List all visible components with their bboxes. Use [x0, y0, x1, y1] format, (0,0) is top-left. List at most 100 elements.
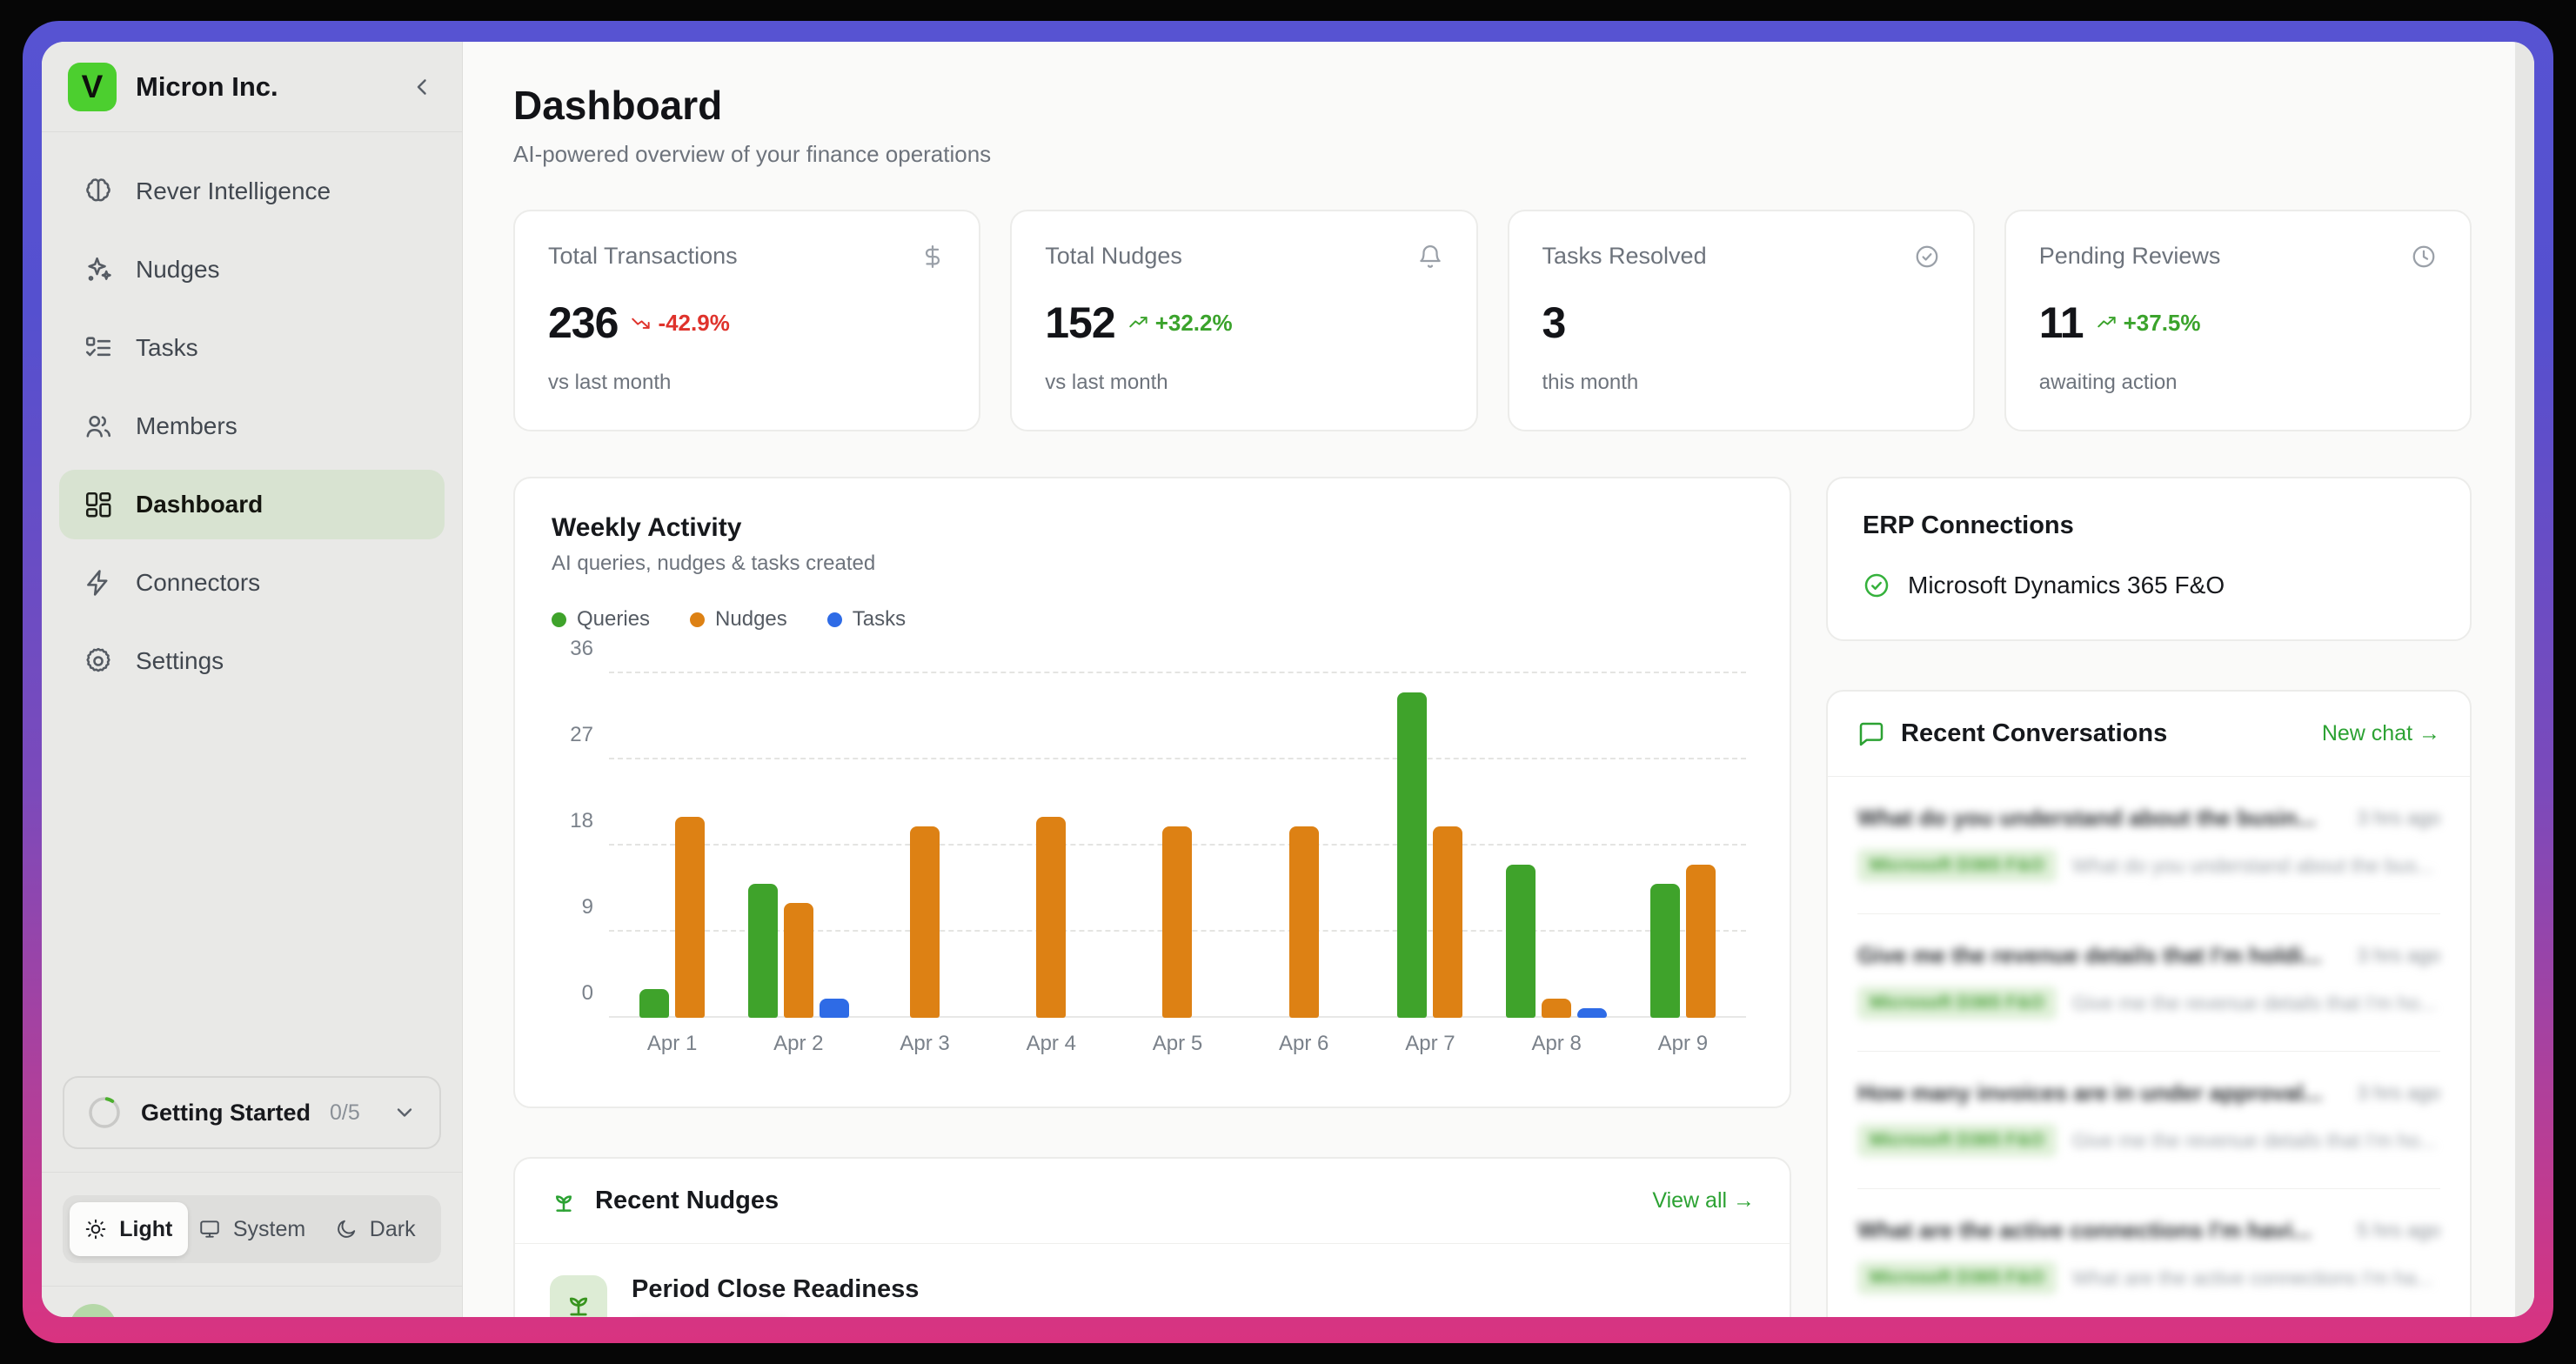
sidebar-divider — [42, 1172, 462, 1173]
dollar-icon — [920, 244, 946, 270]
users-icon — [84, 411, 113, 441]
chart-title: Weekly Activity — [552, 513, 742, 542]
stat-note: vs last month — [1045, 371, 1168, 394]
moon-icon — [335, 1218, 358, 1240]
stat-card-total-nudges: Total Nudges 152 +32.2% vs last month — [1010, 210, 1478, 431]
erp-connections-card: ERP Connections Microsoft Dynamics 365 F… — [1826, 477, 2472, 641]
x-axis-label: Apr 5 — [1152, 1032, 1203, 1055]
theme-option-label: Dark — [369, 1216, 416, 1241]
list-checks-icon — [84, 333, 113, 363]
erp-connections-title: ERP Connections — [1863, 512, 2074, 539]
gridline — [609, 758, 1746, 759]
stat-note: awaiting action — [2038, 371, 2178, 394]
sidebar-item-label: Members — [136, 412, 238, 439]
conversation-snippet: What do you understand about the bus... — [2071, 853, 2434, 877]
page-title: Dashboard — [513, 83, 723, 128]
sidebar-item-label: Connectors — [136, 569, 261, 596]
left-column: Weekly Activity AI queries, nudges & tas… — [513, 477, 1791, 1317]
sidebar-item-rever-intelligence[interactable]: Rever Intelligence — [59, 157, 445, 226]
y-axis-tick: 0 — [581, 981, 593, 1005]
stat-value: 11 — [2038, 298, 2084, 347]
sidebar-item-connectors[interactable]: Connectors — [59, 548, 445, 618]
legend-item-nudges: Nudges — [690, 607, 787, 632]
nudge-item[interactable]: Period Close ReadinessMorning BriefPerio… — [515, 1244, 1790, 1317]
bar-group-apr-2 — [735, 673, 861, 1018]
sidebar-nav: Rever Intelligence Nudges Tasks Members Dash… — [42, 132, 462, 696]
getting-started-button[interactable]: Getting Started 0/5 — [63, 1076, 441, 1149]
y-axis-tick: 27 — [570, 723, 593, 746]
bar-queries — [1397, 692, 1428, 1018]
stat-label: Tasks Resolved — [1542, 243, 1707, 269]
sidebar-item-label: Settings — [136, 647, 224, 674]
user-row[interactable]: Naoki Takahashi — [42, 1287, 462, 1317]
sidebar-item-settings[interactable]: Settings — [59, 626, 445, 696]
bar-nudges — [1288, 826, 1319, 1018]
legend-label: Nudges — [715, 607, 787, 631]
sidebar-item-dashboard[interactable]: Dashboard — [59, 470, 445, 539]
conversation-badge: Microsoft D365 F&O — [1857, 986, 2057, 1020]
theme-option-label: Light — [119, 1216, 173, 1241]
chart-legend: Queries Nudges Tasks — [552, 607, 1753, 632]
stat-card-total-transactions: Total Transactions 236 -42.9% vs last month — [513, 210, 981, 431]
sidebar-header: V Micron Inc. — [42, 42, 462, 132]
conversation-item[interactable]: How many invoices are in under approval.… — [1857, 1051, 2440, 1188]
conversation-item[interactable]: What do you understand about the busin..… — [1857, 777, 2440, 913]
gridline — [609, 672, 1746, 673]
new-chat-link[interactable]: New chat → — [2321, 721, 2440, 746]
x-axis-label: Apr 6 — [1279, 1032, 1329, 1055]
nudge-title: Period Close Readiness — [632, 1275, 920, 1303]
x-axis-label: Apr 1 — [646, 1032, 698, 1055]
scrollbar[interactable] — [2515, 42, 2534, 1317]
conversation-title: What do you understand about the busin..… — [1857, 805, 2317, 831]
sidebar-collapse-button[interactable] — [410, 74, 436, 100]
weekly-activity-card: Weekly Activity AI queries, nudges & tas… — [513, 477, 1791, 1108]
getting-started-progress: 0/5 — [330, 1100, 360, 1125]
bar-queries — [747, 884, 778, 1018]
window-gradient-frame: V Micron Inc. Rever Intelligence Nudges Ta… — [23, 21, 2553, 1343]
theme-option-system[interactable]: System — [193, 1202, 311, 1256]
bar-queries — [1649, 884, 1680, 1018]
legend-item-tasks: Tasks — [826, 607, 907, 632]
bar-group-apr-4 — [988, 673, 1114, 1018]
company-name: Micron Inc. — [136, 70, 278, 102]
user-row-clipped: Naoki Takahashi — [42, 1286, 462, 1317]
chart-subtitle: AI queries, nudges & tasks created — [552, 552, 876, 575]
conversation-snippet: What are the active connections I'm ha..… — [2071, 1266, 2433, 1289]
bar-nudges — [675, 817, 706, 1018]
company-logo-icon: V — [68, 62, 117, 111]
view-all-link[interactable]: View all → — [1652, 1188, 1755, 1213]
sidebar-item-nudges[interactable]: Nudges — [59, 235, 445, 304]
conversation-item[interactable]: What are the active connections I'm havi… — [1857, 1188, 2440, 1317]
avatar — [70, 1304, 117, 1317]
stat-card-pending-reviews: Pending Reviews 11 +37.5% awaiting action — [2004, 210, 2472, 431]
x-axis-label: Apr 8 — [1531, 1032, 1582, 1055]
layout-dashboard-icon — [84, 490, 113, 519]
sidebar-item-label: Rever Intelligence — [136, 177, 331, 204]
recent-nudges-card: Recent Nudges View all → Period Close Re… — [513, 1157, 1791, 1317]
stat-card-tasks-resolved: Tasks Resolved 3 this month — [1507, 210, 1975, 431]
x-axis-label: Apr 9 — [1657, 1032, 1709, 1055]
brain-icon — [84, 177, 113, 206]
theme-option-dark[interactable]: Dark — [316, 1202, 434, 1256]
right-column: ERP Connections Microsoft Dynamics 365 F… — [1826, 477, 2472, 1317]
conversation-badge: Microsoft D365 F&O — [1857, 849, 2057, 882]
main-content: Dashboard AI-powered overview of your fi… — [463, 42, 2515, 1317]
theme-option-light[interactable]: Light — [70, 1202, 188, 1256]
conversation-timestamp: 3 hrs ago — [2357, 806, 2440, 829]
conversation-snippet: Give me the revenue details that I'm ho.… — [2071, 991, 2437, 1014]
sidebar-item-tasks[interactable]: Tasks — [59, 313, 445, 383]
conversation-item[interactable]: Give me the revenue details that I'm hol… — [1857, 913, 2440, 1051]
y-axis-tick: 18 — [570, 809, 593, 832]
conversation-title: What are the active connections I'm havi… — [1857, 1217, 2312, 1243]
sidebar-item-members[interactable]: Members — [59, 391, 445, 461]
stat-label: Total Nudges — [1045, 243, 1182, 269]
bar-queries — [1506, 865, 1536, 1018]
sidebar-item-label: Tasks — [136, 334, 198, 361]
y-axis-tick: 36 — [570, 637, 593, 660]
bar-nudges — [783, 903, 813, 1018]
bar-nudges — [1685, 865, 1716, 1018]
legend-label: Tasks — [852, 607, 907, 631]
legend-label: Queries — [577, 607, 651, 631]
stat-note: vs last month — [548, 371, 672, 394]
